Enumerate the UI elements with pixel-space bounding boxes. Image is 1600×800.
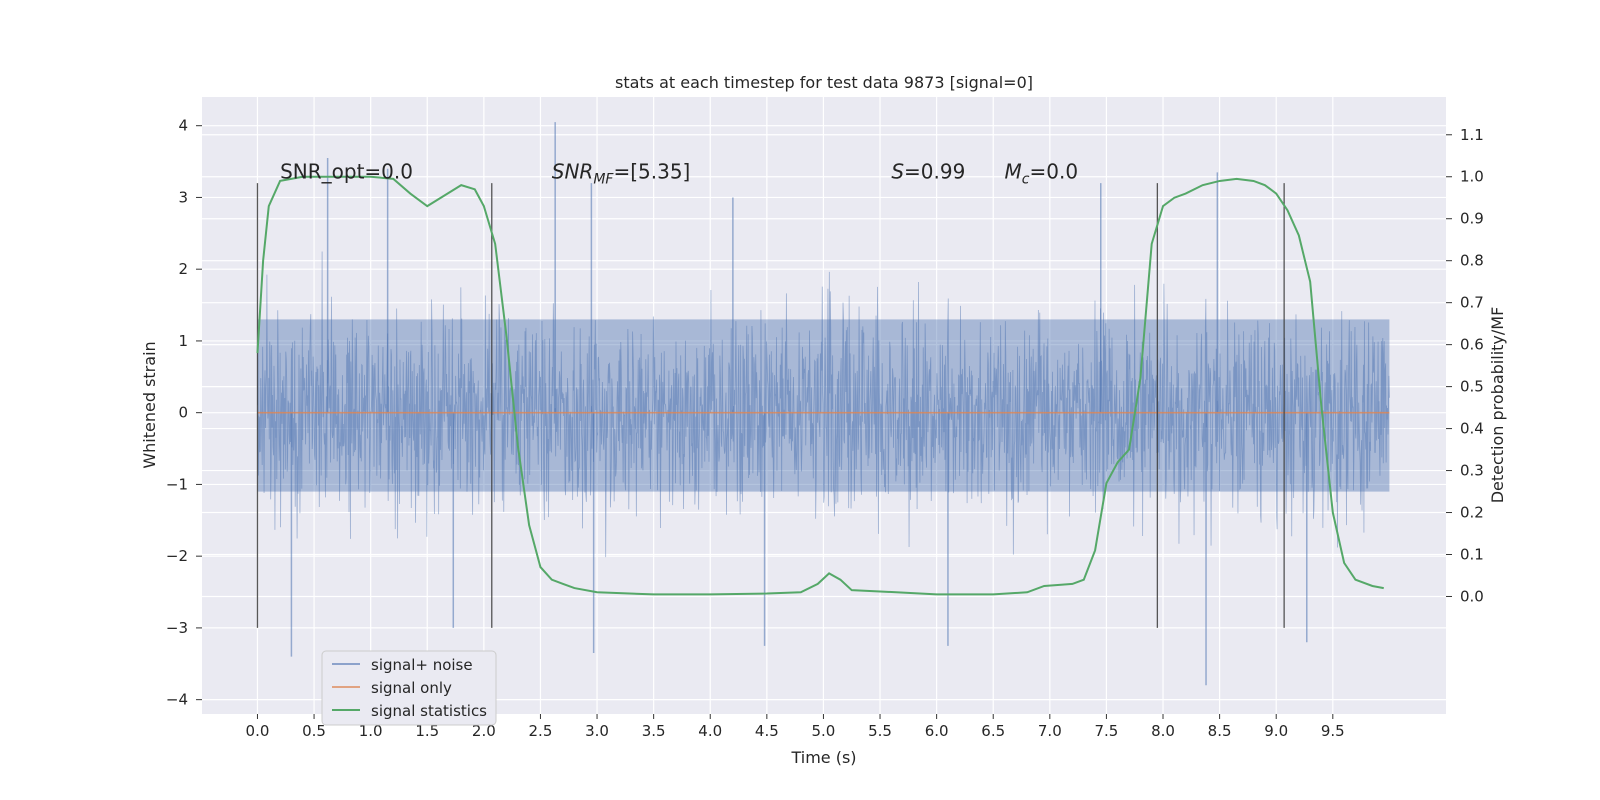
legend-label-signal-only: signal only — [371, 679, 452, 697]
annotation-0: SNR_opt=0.0 — [280, 160, 413, 184]
y2-tick-label-2: 0.2 — [1460, 504, 1484, 522]
y-tick-label-6: 2 — [178, 260, 188, 278]
y2-tick-label-4: 0.4 — [1460, 420, 1484, 438]
x-tick-label-5: 2.5 — [529, 722, 553, 740]
x-tick-label-8: 4.0 — [698, 722, 722, 740]
y-tick-label-4: 0 — [178, 404, 188, 422]
vertical-markers — [256, 183, 1285, 628]
y-tick-label-8: 4 — [178, 117, 188, 135]
y2-tick-label-1: 0.1 — [1460, 546, 1484, 564]
annotation-3: Mc=0.0 — [1005, 160, 1079, 188]
y2-tick-label-10: 1.0 — [1460, 168, 1484, 186]
y-tick-label-5: 1 — [178, 332, 188, 350]
x-tick-label-16: 8.0 — [1151, 722, 1175, 740]
x-tick-label-7: 3.5 — [642, 722, 666, 740]
x-tick-label-19: 9.5 — [1321, 722, 1345, 740]
x-tick-label-13: 6.5 — [981, 722, 1005, 740]
x-tick-label-3: 1.5 — [415, 722, 439, 740]
y-axis-ticks: −4 −3 −2 −1 0 1 2 3 4 — [166, 117, 202, 709]
y-tick-label-3: −1 — [166, 475, 188, 493]
legend-label-signal-statistics: signal statistics — [371, 702, 487, 720]
x-tick-label-11: 5.5 — [868, 722, 892, 740]
y2-tick-label-0: 0.0 — [1460, 587, 1484, 605]
x-axis-ticks: 0.0 0.5 1.0 1.5 2.0 2.5 3.0 3.5 4.0 4.5 5.0 5.5 6.0 6… — [246, 714, 1345, 740]
signal-statistics-line — [256, 175, 1384, 596]
noise-line — [257, 251, 1390, 558]
x-tick-label-9: 4.5 — [755, 722, 779, 740]
y-tick-label-1: −3 — [166, 619, 188, 637]
legend: signal+ noise signal only signal statist… — [321, 650, 497, 726]
x-tick-label-1: 0.5 — [302, 722, 326, 740]
y-tick-label-2: −2 — [166, 547, 188, 565]
legend-box — [321, 650, 497, 726]
legend-label-signal-noise: signal+ noise — [371, 656, 473, 674]
x-tick-label-2: 1.0 — [359, 722, 383, 740]
x-tick-label-4: 2.0 — [472, 722, 496, 740]
annotations: SNR_opt=0.0 SNRMF=[5.35] S=0.99 Mc=0.0 — [280, 160, 1078, 188]
x-tick-label-18: 9.0 — [1264, 722, 1288, 740]
x-tick-label-14: 7.0 — [1038, 722, 1062, 740]
y2-tick-label-9: 0.9 — [1460, 210, 1484, 228]
x-tick-label-10: 5.0 — [812, 722, 836, 740]
y2-tick-label-8: 0.8 — [1460, 252, 1484, 270]
chart-title: stats at each timestep for test data 987… — [615, 73, 1033, 92]
series-signal-noise — [257, 122, 1390, 686]
x-tick-label-0: 0.0 — [246, 722, 270, 740]
y2-axis-label: Detection probability/MF — [1488, 307, 1507, 504]
x-tick-label-12: 6.0 — [925, 722, 949, 740]
y-tick-label-7: 3 — [178, 188, 188, 206]
y-axis-label: Whitened strain — [140, 341, 159, 468]
x-axis-label: Time (s) — [790, 748, 856, 767]
x-tick-label-15: 7.5 — [1094, 722, 1118, 740]
annotation-2: S=0.99 — [891, 160, 965, 184]
annotation-1: SNRMF=[5.35] — [552, 160, 691, 188]
x-tick-label-6: 3.0 — [585, 722, 609, 740]
x-tick-label-17: 8.5 — [1208, 722, 1232, 740]
y2-tick-label-7: 0.7 — [1460, 294, 1484, 312]
y2-tick-label-5: 0.5 — [1460, 378, 1484, 396]
y-tick-label-0: −4 — [166, 691, 188, 709]
y2-tick-label-11: 1.1 — [1460, 126, 1484, 144]
y2-tick-label-6: 0.6 — [1460, 336, 1484, 354]
y2-axis-ticks: 0.0 0.1 0.2 0.3 0.4 0.5 0.6 0.7 0.8 0.9 1.0 1.1 — [1446, 126, 1484, 605]
y2-tick-label-3: 0.3 — [1460, 462, 1484, 480]
series-signal-statistics — [256, 175, 1384, 596]
